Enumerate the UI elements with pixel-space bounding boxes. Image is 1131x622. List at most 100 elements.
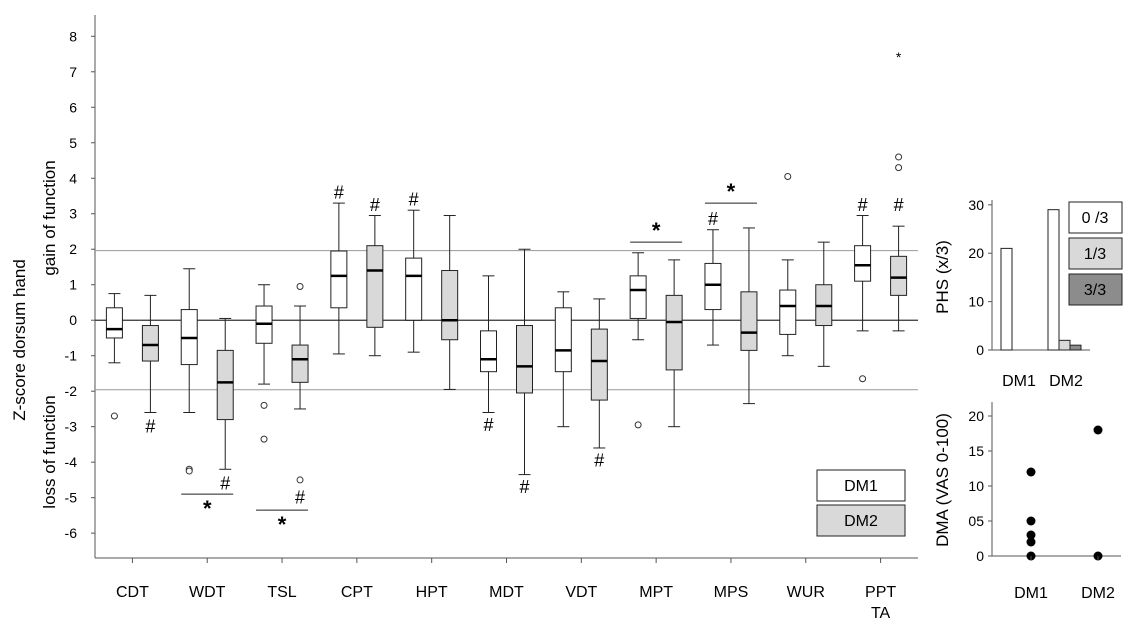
y-tick-label: 3 [69,206,77,222]
y-axis-gain-label: gain of function [40,160,59,275]
hash-annotation: # [519,477,529,497]
dma-y-tick-label: 05 [968,513,984,529]
outlier-point [634,421,642,429]
x-tick-label: MDT [489,584,524,601]
box-dm2-mdt [516,248,533,476]
box-dm1-wur [779,172,797,357]
hash-annotation: # [220,473,230,493]
y-tick-label: -1 [65,348,78,364]
y-tick-label: -6 [65,525,78,541]
phs-y-tick-label: 30 [968,197,984,213]
extreme-point: * [896,49,902,65]
outlier-point [296,283,304,290]
significance-star: * [203,496,212,521]
box-iqr [105,307,123,339]
outlier-point [895,153,903,161]
box-dm2-cdt [141,294,159,413]
legend: DM1 DM2 [816,469,906,537]
hash-annotation: # [295,488,305,508]
box-iqr [330,250,348,309]
dma-point [1026,516,1036,526]
y-tick-label: 0 [69,312,77,328]
box-dm2-tsl [291,283,309,484]
outlier-point [260,401,268,409]
boxplot-chart: Z-score dorsum hand gain of function los… [10,15,918,622]
phs-bar-dm2-2 [1069,344,1082,351]
dma-point [1026,537,1036,547]
outlier-point [260,435,268,443]
box-iqr [480,330,497,373]
box-dm2-mps [740,227,758,405]
dma-y-tick-label: 0 [976,548,984,564]
y-tick-label: 4 [69,170,77,186]
legend-label-dm2: DM2 [844,513,878,530]
box-iqr [554,307,572,373]
box-iqr [405,257,423,321]
hash-annotation: # [483,415,493,435]
outlier-point [895,164,903,172]
significance-star: * [727,179,736,204]
hash-annotation: # [594,450,604,470]
box-dm1-mps [704,229,722,346]
y-tick-label: -3 [65,419,78,435]
box-iqr [890,255,908,296]
hash-annotation: # [858,195,868,215]
x-tick-label: CDT [116,584,149,601]
legend-swatch-dm2 [816,504,906,537]
x-tick-label: CPT [341,584,373,601]
phs-legend-swatch-1 [1068,237,1123,270]
box-iqr [779,289,797,335]
box-dm1-tsl [255,284,273,443]
dma-y-tick-label: 10 [968,478,984,494]
box-iqr [740,291,758,351]
box-iqr [441,270,459,341]
y-tick-label: 7 [69,64,77,80]
x-tick-label: WDT [189,584,226,601]
hash-annotation: # [409,190,419,210]
box-iqr [366,245,384,328]
phs-legend-swatch-2 [1068,273,1123,306]
y-tick-label: 8 [69,28,77,44]
phs-legend-label-0: 0 /3 [1082,210,1109,227]
significance-star: * [278,512,287,537]
x-tick-label: WUR [787,584,825,601]
hash-annotation: # [334,182,344,202]
box-iqr [590,328,608,401]
outlier-point [110,412,118,420]
box-dm2-cpt [366,215,384,357]
box-dm1-cdt [105,293,123,420]
dma-y-axis-title: DMA (VAS 0-100) [933,413,952,547]
y-tick-label: 6 [69,99,77,115]
box-iqr [291,344,309,383]
legend-swatch-dm1 [816,469,906,502]
outlier-point [784,172,792,180]
x-tick-label: MPS [714,584,749,601]
phs-y-tick-label: 0 [976,342,984,358]
outlier-point [296,476,304,484]
dma-scatter-chart: DMA (VAS 0-100) 0 05 10 15 20 DM1 DM2 [933,402,1121,602]
box-iqr [141,325,159,362]
y-tick-label: 1 [69,277,77,293]
box-dm1-vdt [554,291,572,428]
dma-x-tick-label: DM1 [1014,585,1048,602]
hash-annotation: # [708,209,718,229]
box-dm1-ppt [854,215,872,383]
y-tick-label: -4 [65,454,78,470]
y-axis-title: Z-score dorsum hand [10,259,29,421]
y-tick-label: -5 [65,490,78,506]
box-iqr [854,245,872,282]
outlier-point [185,467,193,475]
box-iqr [516,325,533,394]
dma-y-tick-label: 20 [968,408,984,424]
dma-point [1026,530,1036,540]
x-tick-label: TA [871,605,891,622]
phs-x-tick-label: DM1 [1002,373,1036,390]
y-axis-loss-label: loss of function [40,395,59,508]
x-tick-label: MPT [639,584,673,601]
hash-annotation: # [145,417,155,437]
phs-x-tick-label: DM2 [1049,373,1083,390]
dma-y-tick-label: 15 [968,443,984,459]
x-tick-label: PPT [865,584,896,601]
box-dm1-hpt [405,209,423,353]
